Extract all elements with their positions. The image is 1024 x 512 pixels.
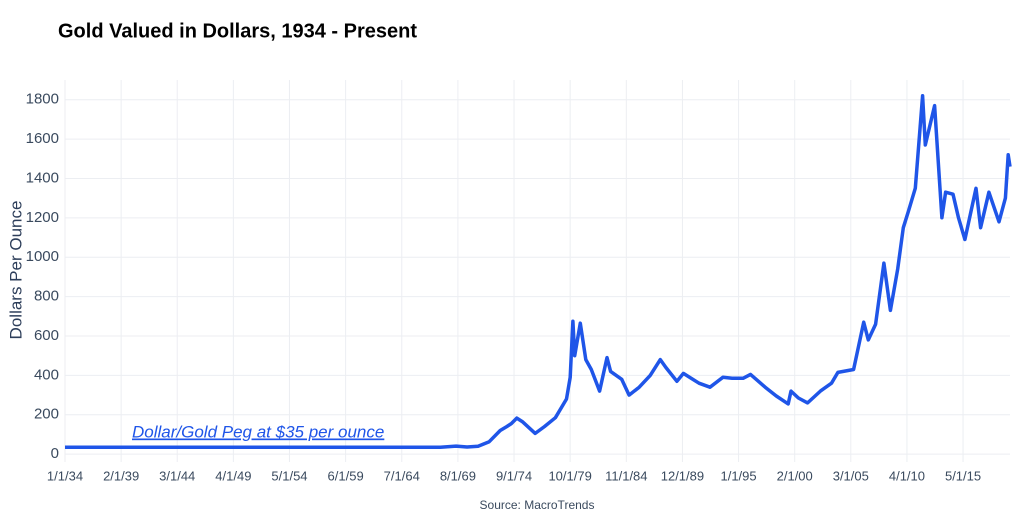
- x-tick-label: 6/1/59: [328, 468, 364, 483]
- y-tick-label: 0: [51, 445, 59, 462]
- x-tick-label: 10/1/79: [548, 468, 591, 483]
- y-tick-label: 1400: [26, 169, 59, 186]
- x-tick-label: 5/1/54: [271, 468, 307, 483]
- line-series: [65, 94, 1012, 449]
- x-tick-label: 2/1/00: [777, 468, 813, 483]
- y-tick-label: 1600: [26, 130, 59, 147]
- y-tick-label: 1000: [26, 248, 59, 265]
- x-tick-label: 2/1/39: [103, 468, 139, 483]
- x-tick-label: 3/1/44: [159, 468, 195, 483]
- x-tick-label: 1/1/95: [720, 468, 756, 483]
- x-tick-label: 1/1/34: [47, 468, 83, 483]
- annotation: Dollar/Gold Peg at $35 per ounce: [132, 422, 384, 441]
- x-tick-label: 4/1/10: [889, 468, 925, 483]
- x-tick-label: 4/1/49: [215, 468, 251, 483]
- x-tick-label: 8/1/69: [440, 468, 476, 483]
- y-tick-label: 1200: [26, 209, 59, 226]
- source: Source: MacroTrends: [480, 498, 595, 512]
- y-tick-label: 400: [34, 366, 59, 383]
- y-tick-label: 1800: [26, 91, 59, 108]
- x-tick-label: 12/1/89: [661, 468, 704, 483]
- y-axis-label: Dollars Per Ounce: [6, 201, 25, 340]
- y-tick-label: 600: [34, 327, 59, 344]
- y-tick-label: 200: [34, 406, 59, 423]
- y-tick-label: 800: [34, 288, 59, 305]
- chart-title: Gold Valued in Dollars, 1934 - Present: [58, 20, 417, 42]
- x-tick-label: 3/1/05: [833, 468, 869, 483]
- x-tick-label: 9/1/74: [496, 468, 532, 483]
- x-tick-label: 11/1/84: [605, 468, 647, 483]
- x-tick-label: 5/1/15: [945, 468, 981, 483]
- x-tick-label: 7/1/64: [384, 468, 420, 483]
